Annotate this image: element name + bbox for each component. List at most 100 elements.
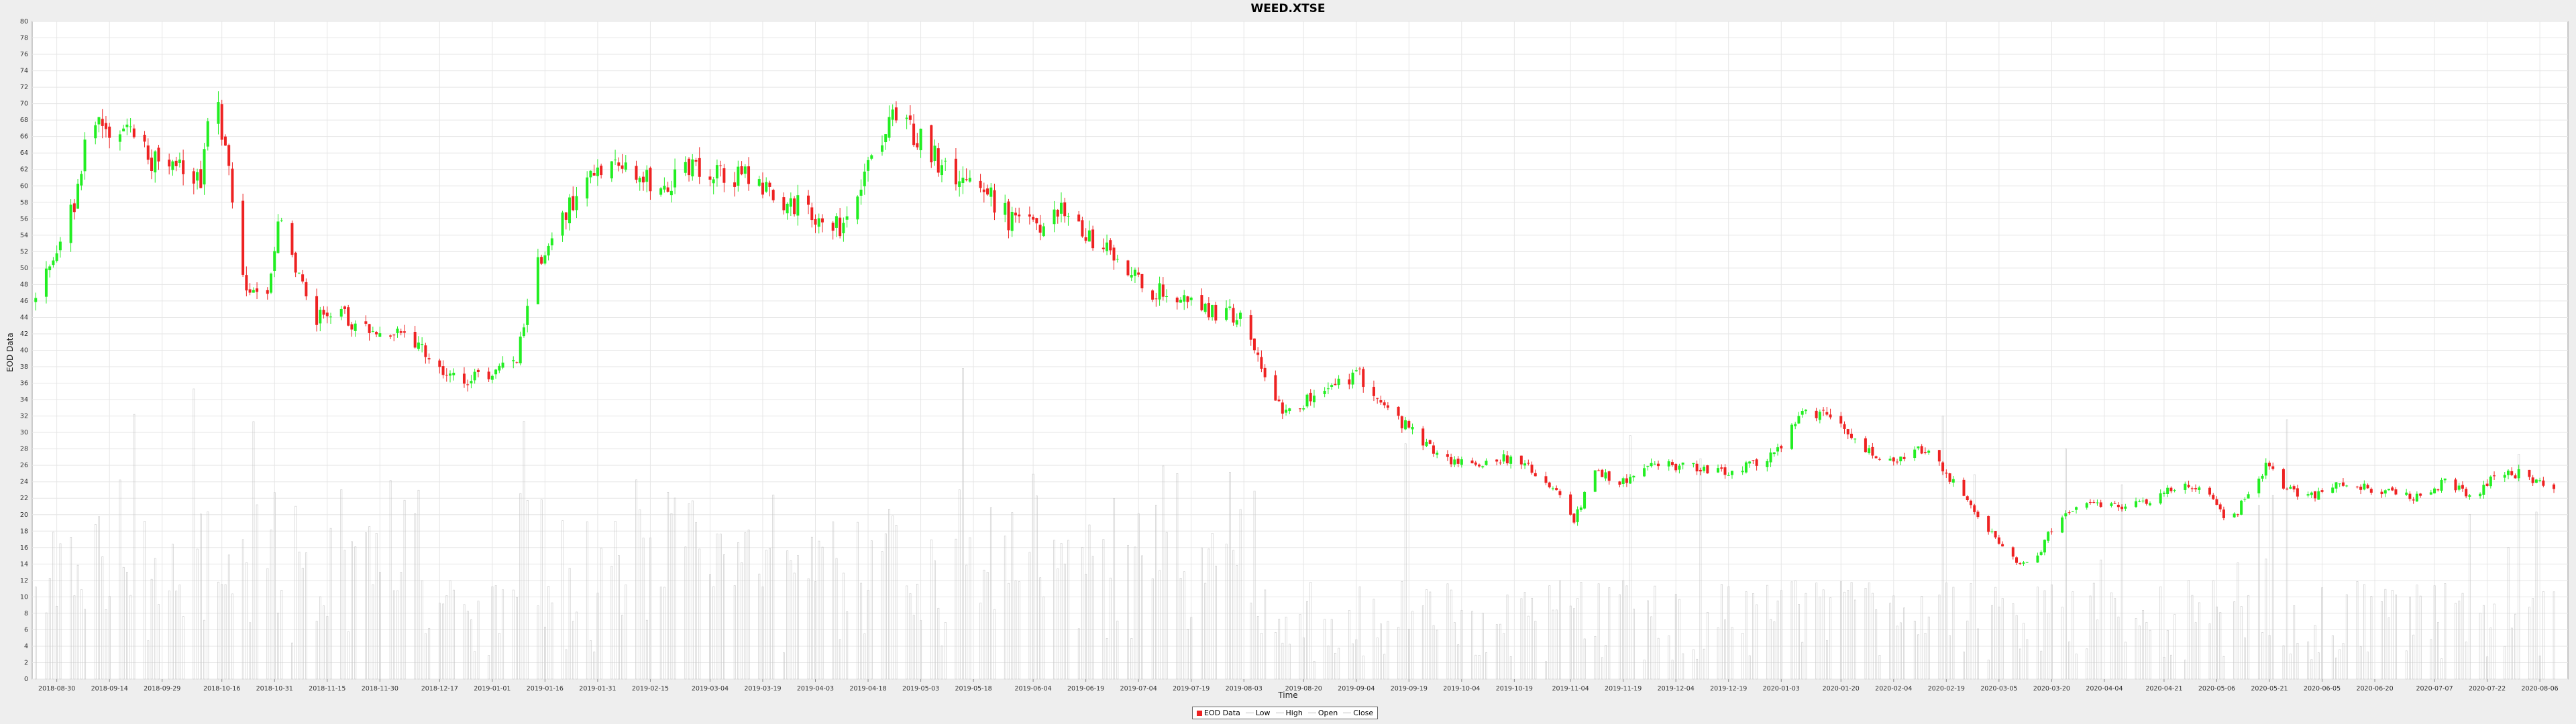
candle-body	[34, 298, 38, 302]
candle-body	[83, 139, 87, 172]
volume-bar	[150, 579, 153, 680]
candle-body	[1053, 209, 1056, 225]
volume-bar	[1707, 612, 1709, 680]
candle-body	[223, 136, 227, 146]
candle-body	[2457, 485, 2461, 490]
volume-bar	[2040, 650, 2043, 680]
candle-body	[1161, 284, 1165, 297]
candle-body	[44, 268, 48, 297]
candle-body	[747, 166, 751, 184]
candle-body	[2528, 469, 2531, 477]
candle-body	[2187, 485, 2190, 487]
x-tick-label: 2020-03-05	[1980, 685, 2017, 692]
x-tick-label: 2019-08-20	[1285, 685, 1322, 692]
candle-body	[2334, 482, 2338, 489]
volume-bar	[691, 500, 694, 680]
volume-bar	[1383, 654, 1386, 680]
candle-body	[694, 160, 698, 162]
volume-bar	[747, 530, 750, 680]
candle-body	[1868, 448, 1871, 453]
candle-body	[2366, 485, 2369, 489]
candle-body	[1874, 456, 1878, 459]
x-tick-label: 2020-05-21	[2251, 685, 2288, 692]
volume-bar	[1643, 660, 1646, 680]
volume-bar	[2166, 629, 2169, 680]
volume-bar	[1682, 653, 1684, 680]
candle-body	[1797, 416, 1801, 424]
volume-bar	[129, 595, 132, 680]
volume-bar	[2518, 454, 2520, 680]
volume-bar	[354, 546, 357, 680]
volume-bar	[1151, 578, 1154, 680]
candle-body	[441, 366, 445, 375]
candle-body	[252, 290, 255, 293]
volume-bar	[147, 640, 150, 680]
candle-body	[1558, 491, 1562, 495]
candle-body	[2331, 487, 2334, 493]
volume-bar	[70, 537, 72, 680]
volume-bar	[810, 536, 813, 680]
candle-body	[638, 178, 641, 182]
x-tick-label: 2020-07-22	[2469, 685, 2506, 692]
volume-bar	[863, 633, 866, 680]
candle-body	[1643, 468, 1646, 477]
y-tick-label: 2	[24, 659, 28, 666]
volume-bar	[1201, 548, 1203, 680]
candle-body	[1818, 412, 1821, 420]
volume-bar	[2100, 559, 2102, 680]
volume-bar	[523, 421, 525, 680]
volume-bar	[246, 562, 248, 680]
volume-bar	[425, 633, 427, 680]
volume-bar	[301, 567, 304, 680]
volume-bar	[1334, 653, 1336, 680]
candle-body	[536, 257, 539, 304]
volume-bar	[2114, 598, 2116, 680]
candle-body	[515, 362, 519, 363]
candle-body	[171, 161, 174, 170]
candle-body	[301, 274, 305, 282]
volume-bar	[888, 509, 890, 680]
candle-body	[2436, 489, 2440, 491]
candle-body	[2061, 517, 2064, 533]
volume-bar	[1281, 642, 1284, 680]
volume-bar	[1264, 589, 1267, 680]
candle-body	[2124, 506, 2127, 509]
candle-body	[1741, 471, 1744, 473]
candle-body	[108, 126, 111, 138]
y-tick-label: 48	[20, 281, 28, 288]
candle-body	[1432, 445, 1435, 454]
volume-bar	[790, 560, 792, 680]
y-tick-label: 22	[20, 495, 28, 502]
candle-body	[1495, 459, 1499, 462]
candle-body	[118, 134, 121, 142]
volume-bar	[1970, 583, 1972, 680]
candle-body	[2236, 514, 2239, 516]
candle-body	[125, 124, 129, 127]
volume-bar	[867, 590, 869, 680]
x-tick-label: 2019-07-19	[1173, 685, 1210, 692]
volume-bar	[154, 558, 156, 680]
candle-body	[396, 328, 399, 333]
y-tick-label: 12	[20, 577, 28, 585]
volume-bar	[1063, 563, 1066, 680]
volume-bar	[470, 619, 472, 680]
volume-bar	[172, 544, 174, 680]
candle-body	[2121, 506, 2124, 509]
candle-body	[2218, 504, 2222, 509]
volume-bar	[2149, 629, 2151, 680]
volume-bar	[1780, 590, 1782, 680]
candle-body	[2036, 555, 2039, 563]
volume-bar	[1278, 619, 1281, 680]
candle-body	[245, 275, 248, 291]
candle-body	[771, 190, 775, 200]
volume-bar	[221, 584, 223, 680]
y-tick-label: 46	[20, 298, 28, 305]
candle-body	[1892, 457, 1895, 462]
volume-bar	[2465, 642, 2467, 680]
candle-body	[2338, 483, 2341, 485]
candle-body	[1235, 320, 1238, 325]
volume-bar	[2110, 592, 2112, 680]
candle-body	[273, 251, 276, 272]
candle-body	[2039, 552, 2043, 555]
volume-bar	[1850, 582, 1853, 680]
